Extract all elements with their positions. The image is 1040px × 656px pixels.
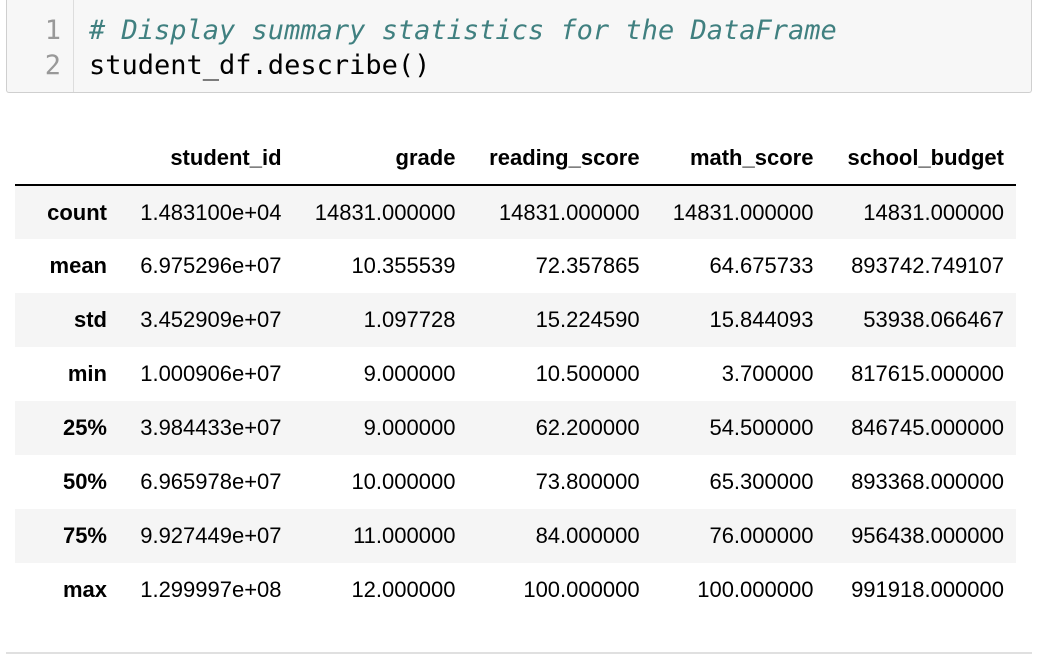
table-row: max 1.299997e+08 12.000000 100.000000 100.00… [15, 563, 1016, 617]
table-cell: 3.700000 [721, 361, 814, 386]
divider [6, 652, 1032, 654]
table-row: mean 6.975296e+07 10.355539 72.357865 64.675… [15, 239, 1016, 293]
row-label: 75% [62, 523, 107, 548]
describe-output-table: student_id grade reading_score math_scor… [15, 131, 1016, 617]
table-cell: 15.224590 [535, 307, 640, 332]
table-cell: 73.800000 [535, 469, 640, 494]
line-number: 1 [44, 15, 61, 46]
table-cell: 1.483100e+04 [140, 199, 282, 225]
table-cell: 15.844093 [709, 307, 814, 332]
table-cell: 62.200000 [535, 415, 640, 440]
column-header: school_budget [825, 131, 1016, 186]
table-row: std 3.452909e+07 1.097728 15.224590 15.84409… [15, 293, 1016, 347]
index-header [15, 131, 119, 186]
table-row: 75% 9.927449e+07 11.000000 84.000000 76.0000… [15, 509, 1016, 563]
table-cell: 9.000000 [363, 415, 456, 440]
table-cell: 10.500000 [535, 361, 640, 386]
row-label: 25% [62, 415, 107, 440]
table-cell: 9.927449e+07 [140, 523, 282, 548]
table-cell: 14831.000000 [314, 199, 456, 225]
table-cell: 12.000000 [351, 577, 456, 602]
table-cell: 14831.000000 [863, 199, 1004, 225]
table-cell: 846745.000000 [851, 415, 1004, 440]
column-header: math_score [651, 131, 826, 186]
code-line[interactable]: student_df.describe() [89, 50, 431, 81]
table-cell: 991918.000000 [851, 577, 1004, 602]
table-cell: 14831.000000 [672, 199, 814, 225]
table-cell: 10.355539 [351, 253, 456, 278]
table-cell: 6.965978e+07 [140, 469, 282, 494]
row-label: min [67, 361, 107, 386]
table-cell: 84.000000 [535, 523, 640, 548]
table-cell: 11.000000 [353, 523, 456, 548]
table-cell: 100.000000 [523, 577, 640, 602]
row-label: count [47, 199, 107, 225]
column-header: reading_score [467, 131, 652, 186]
table-cell: 76.000000 [709, 523, 814, 548]
table-cell: 10.000000 [351, 469, 456, 494]
code-cell[interactable]: 1 2 # Display summary statistics for the… [6, 0, 1032, 93]
table-cell: 1.097728 [363, 307, 456, 332]
table-cell: 9.000000 [363, 361, 456, 386]
table-cell: 3.452909e+07 [140, 307, 282, 332]
table-cell: 53938.066467 [863, 307, 1004, 332]
table-cell: 956438.000000 [851, 523, 1004, 548]
table-cell: 817615.000000 [851, 361, 1004, 386]
line-number: 2 [44, 50, 61, 81]
row-label: mean [49, 253, 107, 278]
table-cell: 893368.000000 [851, 469, 1004, 494]
row-label: 50% [62, 469, 107, 494]
table-row: count 1.483100e+04 14831.000000 14831.00000… [15, 185, 1016, 239]
table-cell: 65.300000 [709, 469, 814, 494]
table-cell: 14831.000000 [498, 199, 640, 225]
table-cell: 6.975296e+07 [140, 253, 282, 278]
table-cell: 1.299997e+08 [140, 577, 282, 602]
table-cell: 100.000000 [697, 577, 814, 602]
table-cell: 54.500000 [709, 415, 814, 440]
table-row: 50% 6.965978e+07 10.000000 73.800000 65.3000… [15, 455, 1016, 509]
table-cell: 3.984433e+07 [140, 415, 282, 440]
column-header: student_id [119, 131, 294, 186]
table-body: count 1.483100e+04 14831.000000 14831.00000… [15, 185, 1016, 617]
row-label: max [62, 577, 107, 602]
table-cell: 72.357865 [535, 253, 640, 278]
code-comment-line[interactable]: # Display summary statistics for the Dat… [89, 15, 837, 46]
table-row: min 1.000906e+07 9.000000 10.500000 3.700000… [15, 347, 1016, 401]
line-number-gutter: 1 2 [7, 0, 74, 92]
row-label: std [74, 307, 107, 332]
column-header: grade [293, 131, 468, 186]
table-header-row: student_id grade reading_score math_scor… [15, 131, 1016, 186]
table-cell: 1.000906e+07 [140, 361, 282, 386]
table-cell: 64.675733 [709, 253, 814, 278]
table-row: 25% 3.984433e+07 9.000000 62.200000 54.50000… [15, 401, 1016, 455]
table-cell: 893742.749107 [851, 253, 1004, 278]
